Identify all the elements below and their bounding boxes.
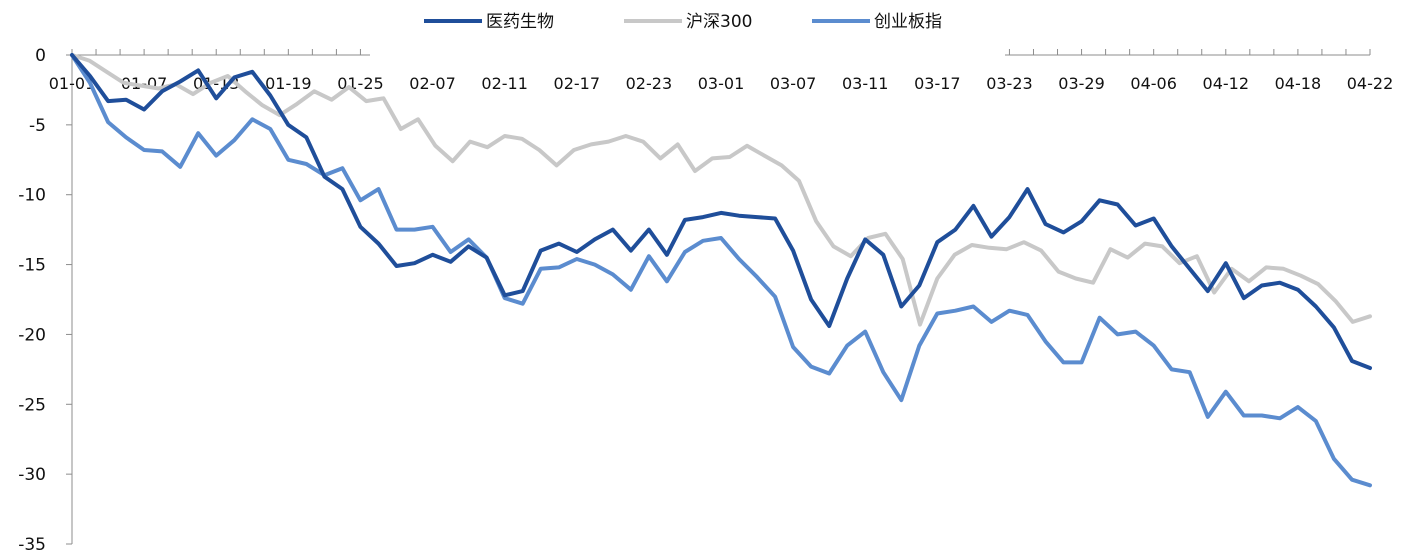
x-tick-label: 04-12 <box>1203 74 1250 93</box>
x-tick-label: 03-01 <box>698 74 745 93</box>
y-tick-label: -15 <box>18 256 46 276</box>
y-tick-label: -30 <box>18 465 46 485</box>
chart-legend: 医药生物 沪深300 创业板指 <box>424 12 942 32</box>
legend-label: 创业板指 <box>874 12 942 32</box>
y-tick-label: 0 <box>35 46 46 66</box>
x-tick-label: 02-17 <box>554 74 601 93</box>
x-tick-label: 03-23 <box>986 74 1033 93</box>
legend-label: 沪深300 <box>686 12 752 32</box>
x-tick-label: 01-19 <box>265 74 312 93</box>
x-tick-label: 03-11 <box>842 74 889 93</box>
x-tick-label: 02-23 <box>626 74 673 93</box>
x-tick-label: 03-07 <box>770 74 817 93</box>
series-layer <box>70 53 1372 488</box>
x-tick-label: 04-18 <box>1275 74 1322 93</box>
y-tick-label: -5 <box>29 116 46 136</box>
series-line-1 <box>70 53 1372 327</box>
y-tick-label: -35 <box>18 535 46 555</box>
y-tick-label: -25 <box>18 395 46 415</box>
y-tick-label: -20 <box>18 325 46 345</box>
x-tick-label: 04-06 <box>1130 74 1177 93</box>
x-tick-label: 02-11 <box>481 74 528 93</box>
series-line-0 <box>70 53 1372 370</box>
series-line-2 <box>70 53 1372 488</box>
x-tick-label: 01-01 <box>49 74 96 93</box>
y-tick-label: -10 <box>18 186 46 206</box>
x-tick-label: 03-29 <box>1058 74 1105 93</box>
x-tick-label: 03-17 <box>914 74 961 93</box>
x-tick-label: 02-07 <box>409 74 456 93</box>
legend-label: 医药生物 <box>486 12 554 32</box>
y-axis-ticks: 0 -5 -10 -15 -20 -25 -30 -35 <box>18 46 72 555</box>
x-tick-label: 04-22 <box>1347 74 1394 93</box>
